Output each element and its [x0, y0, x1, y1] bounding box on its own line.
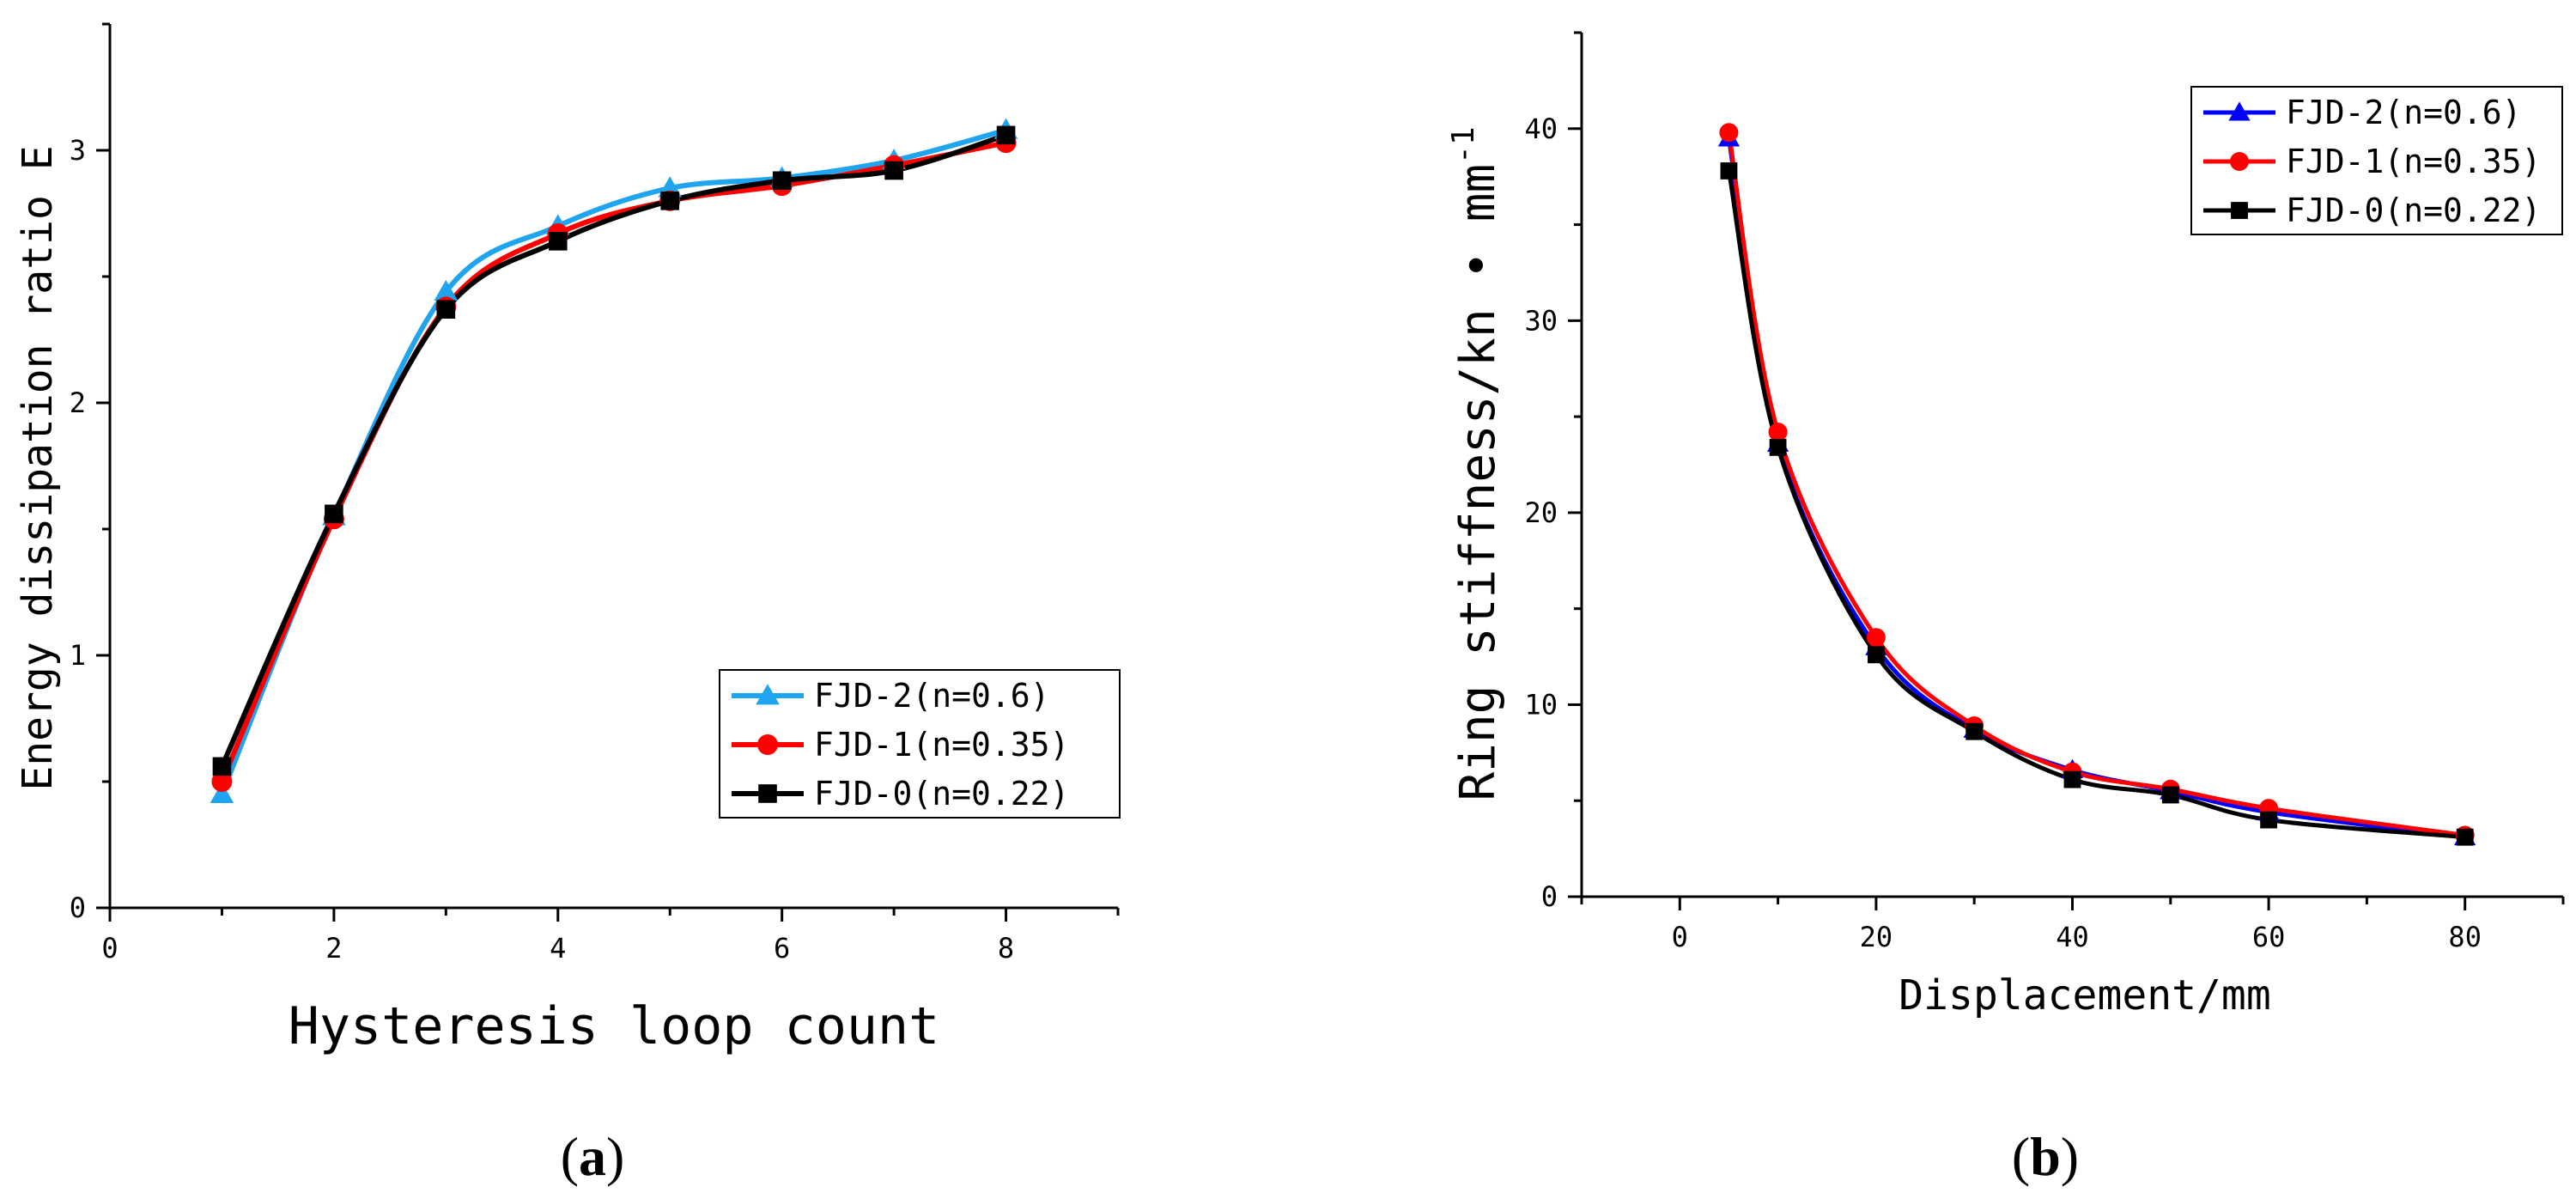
- chart-a-data-point: [884, 161, 903, 180]
- chart-b-data-point: [2063, 770, 2081, 788]
- chart-a-x-tick-label: 6: [774, 932, 790, 965]
- chart-b-y-ticks: 0 10 20 30 40: [1524, 31, 1582, 913]
- chart-a-data-point: [325, 504, 343, 524]
- chart-b: 0 20 40 60 80 0 10 20 30 40 Displacement/mm Ring…: [1446, 31, 2565, 1187]
- chart-b-data-point: [2161, 786, 2179, 804]
- chart-a-data-point: [434, 279, 459, 301]
- chart-a-panel-label: (a): [561, 1126, 625, 1187]
- chart-b-legend-label: FJD-2(n=0.6): [2286, 94, 2522, 131]
- chart-a-legend-label: FJD-0(n=0.22): [814, 775, 1069, 813]
- chart-b-data-point: [1866, 628, 1886, 648]
- chart-b-y-tick-label: 40: [1524, 113, 1558, 145]
- chart-b-y-axis-title-exponent: -1: [1446, 126, 1481, 163]
- chart-a-data-point: [996, 125, 1016, 145]
- chart-a-data-point: [210, 782, 234, 804]
- chart-a-data-point: [436, 300, 456, 320]
- chart-a-legend-marker: [757, 734, 778, 755]
- chart-b-x-tick-label: 20: [1860, 921, 1893, 953]
- chart-b-series-line-0: [1726, 137, 2466, 840]
- chart-a-data-point: [548, 232, 568, 251]
- chart-b-x-tick-label: 60: [2252, 921, 2286, 953]
- chart-a-x-tick-label: 2: [325, 932, 342, 965]
- chart-a-series: [210, 118, 1018, 804]
- chart-b-series: [1717, 123, 2476, 846]
- chart-b-data-point: [1719, 123, 1739, 143]
- chart-b-y-axis-title-main: Ring stiffness/kn • mm: [1450, 164, 1506, 801]
- chart-b-y-axis-title: Ring stiffness/kn • mm-1: [1446, 126, 1506, 800]
- chart-b-y-tick-label: 0: [1541, 880, 1558, 913]
- chart-b-y-tick-label: 20: [1524, 496, 1558, 529]
- chart-a-legend-marker: [758, 784, 777, 803]
- chart-b-data-point: [2260, 811, 2277, 829]
- chart-b-panel-letter: b: [2030, 1126, 2061, 1187]
- chart-a-data-point: [212, 757, 232, 776]
- chart-b-legend-label: FJD-1(n=0.35): [2286, 143, 2541, 180]
- chart-a-x-tick-label: 4: [550, 932, 566, 965]
- chart-a-x-axis-title: Hysteresis loop count: [289, 996, 940, 1056]
- chart-b-legend-marker: [2231, 202, 2248, 219]
- chart-b-series-line-2: [1726, 170, 2465, 840]
- chart-a-data-point: [772, 171, 792, 191]
- chart-a-x-tick-label: 8: [998, 932, 1014, 965]
- chart-b-data-point: [2456, 828, 2474, 846]
- chart-b-series-line-1: [1726, 131, 2466, 837]
- chart-b-data-point: [1868, 646, 1885, 664]
- chart-b-data-point: [1769, 438, 1787, 456]
- chart-b-x-axis-title: Displacement/mm: [1899, 971, 2270, 1020]
- chart-a-y-tick-label: 3: [70, 134, 86, 167]
- chart-a-legend: FJD-2(n=0.6) FJD-1(n=0.35) FJD-0(n=0.22): [719, 669, 1121, 819]
- chart-a-x-ticks: 0 2 4 6 8: [101, 908, 1120, 965]
- chart-b-y-tick-label: 10: [1524, 688, 1558, 721]
- chart-a: 0 2 4 6 8 0 1 2 3 Hysteresis loop count Energy …: [14, 22, 1121, 1187]
- chart-b-data-point: [1720, 162, 1738, 180]
- chart-a-legend-label: FJD-1(n=0.35): [814, 726, 1069, 764]
- chart-b-legend-marker: [2230, 152, 2249, 171]
- chart-b-y-tick-label: 30: [1524, 304, 1558, 337]
- chart-a-panel-letter: a: [579, 1126, 606, 1187]
- chart-b-panel-label: (b): [2012, 1126, 2079, 1187]
- chart-a-y-tick-label: 2: [70, 387, 86, 419]
- chart-a-y-tick-label: 0: [70, 892, 86, 924]
- chart-b-legend-label: FJD-0(n=0.22): [2286, 192, 2541, 229]
- chart-a-y-tick-label: 1: [70, 639, 86, 672]
- chart-a-data-point: [660, 192, 680, 210]
- chart-b-x-tick-label: 0: [1672, 921, 1688, 953]
- chart-a-data-point: [211, 771, 233, 792]
- chart-b-legend-marker: [2228, 101, 2251, 121]
- chart-a-y-ticks: 0 1 2 3: [70, 22, 110, 924]
- chart-a-y-axis-title: Energy dissipation ratio E: [14, 145, 62, 790]
- chart-b-x-tick-label: 40: [2056, 921, 2089, 953]
- chart-b-data-point: [1768, 422, 1788, 441]
- chart-a-x-tick-label: 0: [101, 932, 118, 965]
- chart-b-data-point: [1965, 722, 1984, 740]
- chart-b-legend: FJD-2(n=0.6) FJD-1(n=0.35) FJD-0(n=0.22): [2190, 86, 2563, 235]
- chart-a-legend-label: FJD-2(n=0.6): [814, 677, 1050, 715]
- chart-a-legend-marker: [756, 684, 780, 705]
- chart-b-x-tick-label: 80: [2448, 921, 2482, 953]
- chart-b-x-ticks: 0 20 40 60 80: [1580, 897, 2565, 953]
